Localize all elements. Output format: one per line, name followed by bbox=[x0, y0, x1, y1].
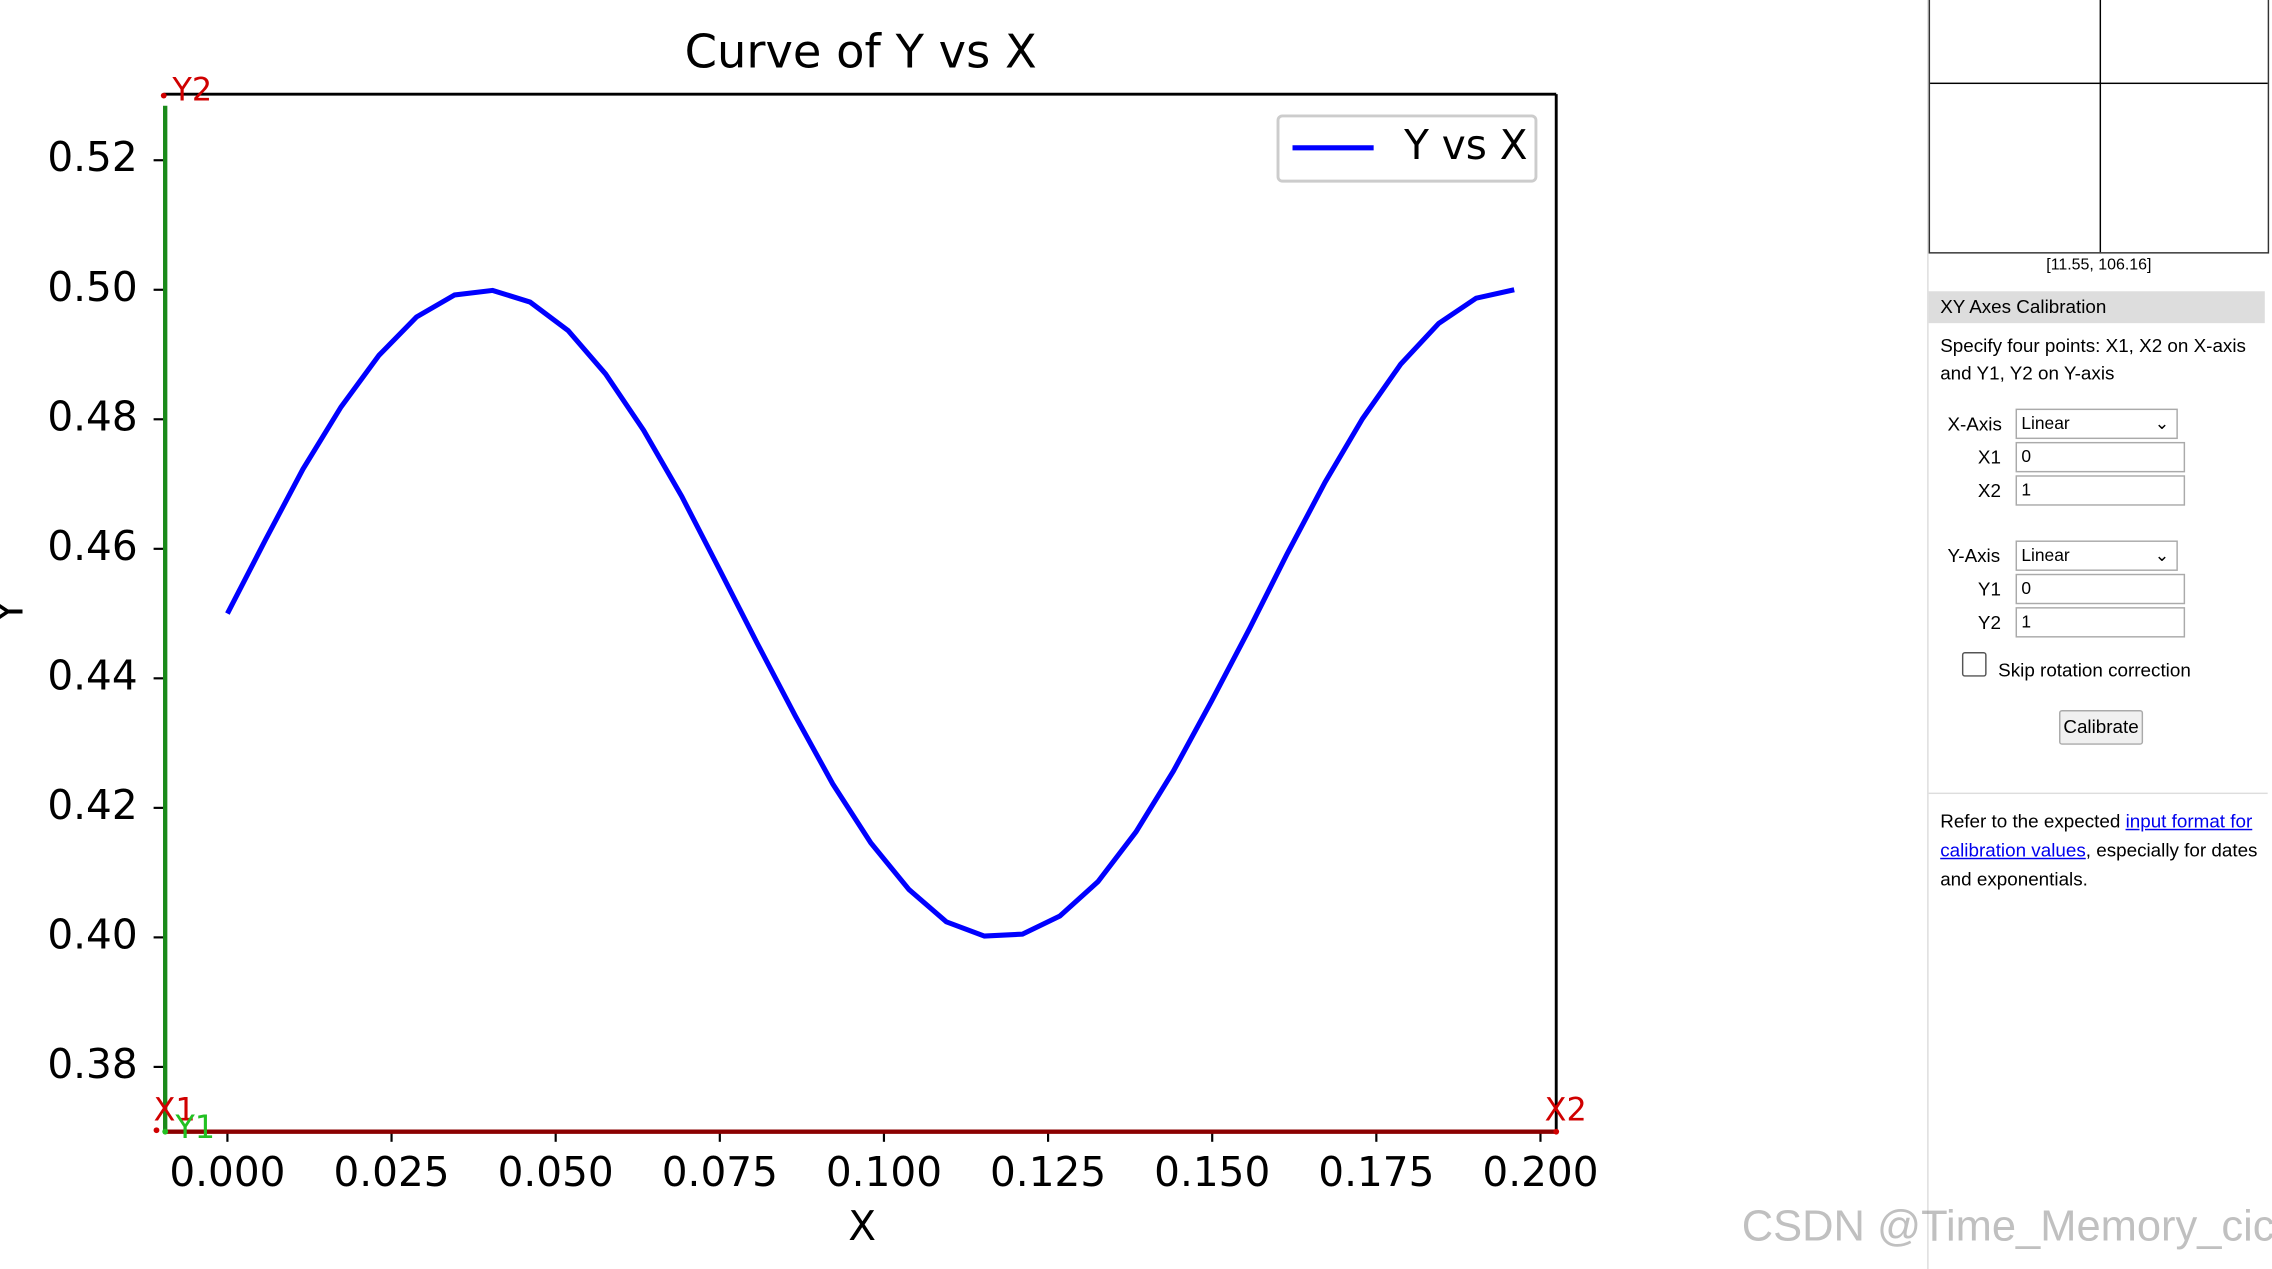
y-tick-label: 0.52 bbox=[47, 133, 137, 181]
x-tick-label: 0.200 bbox=[1482, 1148, 1598, 1196]
chart: Curve of Y vs X X Y 0.38 0.40 0.42 0.44 0.46… bbox=[0, 25, 1599, 1250]
text-input[interactable]: 0 bbox=[2015, 441, 2186, 473]
y-tick-label: 0.46 bbox=[47, 522, 137, 570]
chevron: ⌄ bbox=[2154, 544, 2170, 566]
legend-label: Y vs X bbox=[1403, 121, 1528, 169]
link[interactable]: input format for calibration values bbox=[1940, 809, 2253, 861]
calibration-point bbox=[160, 92, 167, 99]
calibration-label: Y1 bbox=[174, 1108, 215, 1146]
divider bbox=[1927, 0, 1929, 1269]
text-input[interactable]: 0 bbox=[2015, 573, 2186, 605]
y-tick-label: 0.50 bbox=[47, 263, 137, 311]
x-tick-label: 0.000 bbox=[169, 1148, 285, 1196]
x-axis-label: X bbox=[848, 1202, 876, 1250]
calibration-label: X2 bbox=[1545, 1090, 1587, 1128]
series-line bbox=[225, 287, 1515, 939]
magnifier bbox=[1928, 0, 2270, 254]
x-tick-label: 0.175 bbox=[1318, 1148, 1434, 1196]
field-label: Y1 bbox=[1977, 578, 2001, 600]
select[interactable]: Linear ⌄ bbox=[2015, 540, 2178, 571]
calibrate-button[interactable]: Calibrate bbox=[2059, 710, 2144, 745]
y-tick-label: 0.42 bbox=[47, 781, 137, 829]
field-label: Y-Axis bbox=[1947, 544, 2001, 567]
y-tick-label: 0.48 bbox=[47, 392, 137, 440]
select-value: Linear bbox=[2021, 412, 2070, 434]
separator bbox=[1928, 792, 2268, 795]
field-label: X1 bbox=[1977, 446, 2001, 469]
x-tick-label: 0.100 bbox=[826, 1148, 942, 1196]
note: Refer to the expected input format for c… bbox=[1940, 807, 2265, 894]
field-label: Y2 bbox=[1977, 611, 2001, 634]
chart-title: Curve of Y vs X bbox=[685, 25, 1037, 79]
panel-header: XY Axes Calibration bbox=[1928, 291, 2265, 324]
x-tick-label: 0.125 bbox=[990, 1148, 1106, 1196]
note-text: Refer to the expected bbox=[1940, 809, 2126, 832]
coordinates: [11.55, 106.16] bbox=[2046, 256, 2152, 274]
select[interactable]: Linear ⌄ bbox=[2015, 408, 2178, 440]
chevron: ⌄ bbox=[2154, 412, 2170, 434]
checkbox-label: Skip rotation correction bbox=[1998, 659, 2191, 682]
x-tick-label: 0.050 bbox=[498, 1148, 614, 1196]
instructions: Specify four points: X1, X2 on X-axis an… bbox=[1940, 334, 2246, 384]
calibration-label: Y2 bbox=[171, 70, 212, 108]
crosshair bbox=[1930, 82, 2268, 85]
x-tick-label: 0.150 bbox=[1154, 1148, 1270, 1196]
checkbox[interactable] bbox=[1961, 652, 1987, 677]
crosshair bbox=[2099, 0, 2102, 253]
field-label: X2 bbox=[1977, 479, 2001, 502]
y-tick-label: 0.44 bbox=[47, 651, 137, 699]
legend-box bbox=[1276, 114, 1538, 183]
y-tick-label: 0.38 bbox=[47, 1040, 137, 1088]
select-value: Linear bbox=[2021, 544, 2070, 566]
calibration-label: X1 bbox=[154, 1090, 196, 1128]
x-tick-label: 0.025 bbox=[333, 1148, 449, 1196]
y-tick-label: 0.40 bbox=[47, 910, 137, 958]
calibration-point bbox=[153, 1127, 160, 1134]
calibration-point bbox=[1553, 1128, 1560, 1135]
text-input[interactable]: 1 bbox=[2015, 475, 2186, 506]
note-text: , especially for dates and exponentials. bbox=[1940, 838, 2258, 890]
x-tick-label: 0.075 bbox=[662, 1148, 778, 1196]
text-input[interactable]: 1 bbox=[2015, 607, 2186, 638]
calibration-point bbox=[162, 1128, 169, 1135]
watermark: CSDN @Time_Memory_cici bbox=[1741, 1202, 2272, 1251]
field-label: X-Axis bbox=[1947, 412, 2002, 435]
y-axis-label: Y bbox=[0, 599, 33, 625]
